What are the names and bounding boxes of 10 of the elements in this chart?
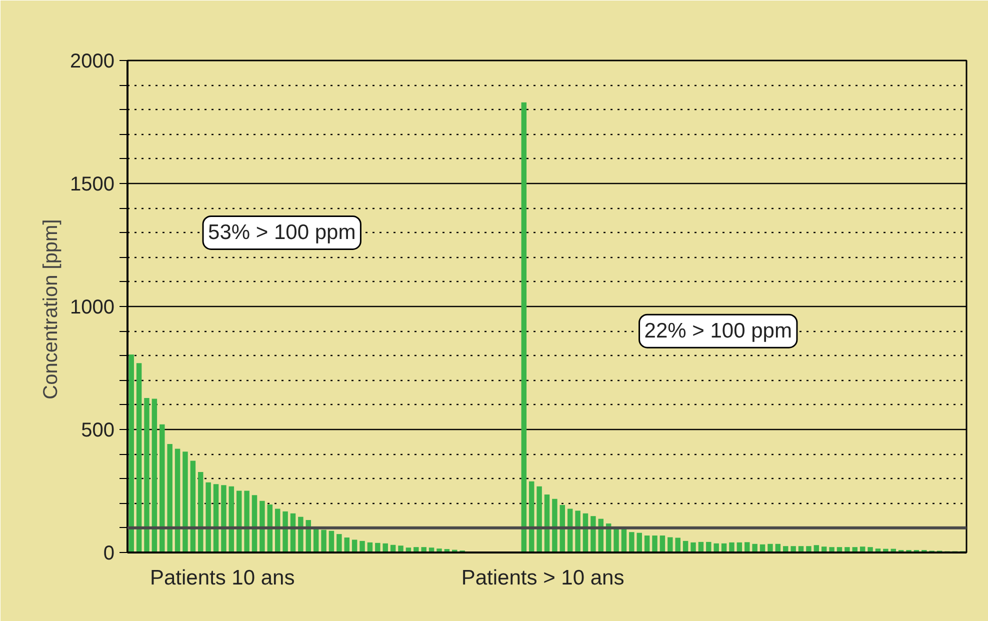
- y-tick-label: 1500: [70, 174, 115, 196]
- annotation: 53% > 100 ppm: [208, 221, 356, 244]
- y-tick-label: 0: [103, 542, 114, 564]
- text: Patients > 10 ans: [461, 566, 624, 590]
- y-tick-label: 1000: [70, 296, 115, 318]
- y-axis-title: Concentration [ppm]: [40, 219, 62, 400]
- annotation: 22% > 100 ppm: [644, 320, 792, 343]
- y-tick-label: 500: [81, 420, 115, 442]
- y-tick-label: 2000: [70, 50, 115, 72]
- text: Patients 10 ans: [150, 566, 295, 590]
